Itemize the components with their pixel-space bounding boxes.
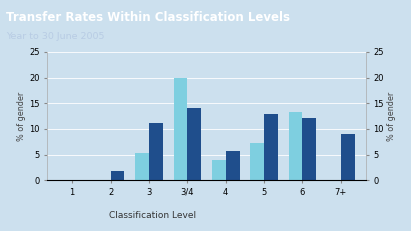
Bar <box>111 171 125 180</box>
Text: Transfer Rates Within Classification Levels: Transfer Rates Within Classification Lev… <box>6 11 290 24</box>
Bar <box>173 78 187 180</box>
Bar <box>302 118 316 180</box>
Text: Classification Level: Classification Level <box>109 212 196 220</box>
Bar <box>149 123 163 180</box>
Y-axis label: % of gender: % of gender <box>17 91 26 141</box>
Bar <box>341 134 355 180</box>
Bar <box>289 112 302 180</box>
Bar <box>250 143 264 180</box>
Text: Year to 30 June 2005: Year to 30 June 2005 <box>6 32 105 40</box>
Y-axis label: % of gender: % of gender <box>387 91 396 141</box>
Bar <box>212 160 226 180</box>
Bar <box>135 153 149 180</box>
Bar <box>264 113 278 180</box>
Bar <box>226 152 240 180</box>
Bar <box>187 108 201 180</box>
